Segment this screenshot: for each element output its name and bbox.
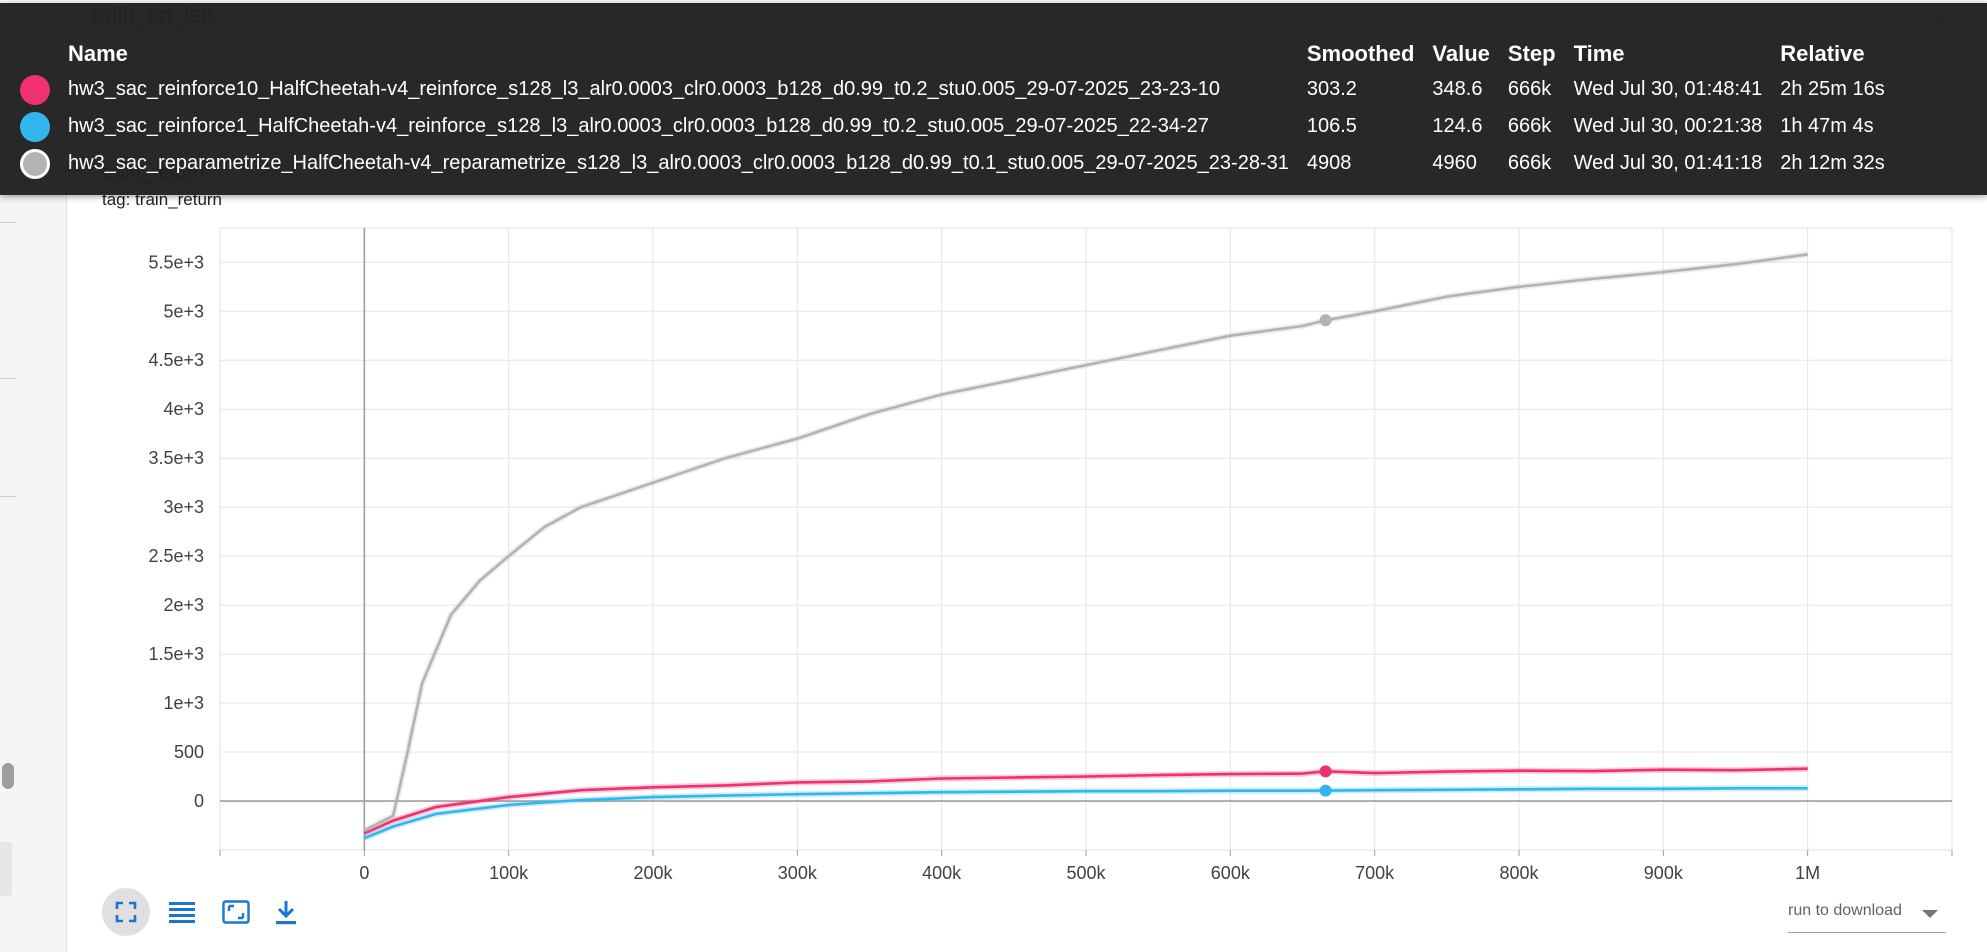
column-header-value: Value xyxy=(1432,41,1490,66)
time-value: Wed Jul 30, 00:21:38 xyxy=(1573,115,1763,137)
series-color-dot xyxy=(20,148,50,179)
raw-value: 4960 xyxy=(1432,152,1477,174)
x-tick-label: 100k xyxy=(489,863,529,883)
step-value: 666k xyxy=(1507,152,1552,174)
y-tick-label: 0 xyxy=(194,791,204,811)
run-name: hw3_sac_reinforce1_HalfCheetah-v4_reinfo… xyxy=(68,115,1209,137)
y-tick-label: 3.5e+3 xyxy=(148,448,204,468)
hover-point-0 xyxy=(1319,765,1332,778)
time-value: Wed Jul 30, 01:48:41 xyxy=(1573,78,1763,100)
hover-point-1 xyxy=(1319,784,1332,797)
fullscreen-icon xyxy=(115,901,137,923)
tooltip-row: hw3_sac_reinforce1_HalfCheetah-v4_reinfo… xyxy=(12,108,1895,145)
rail-tab[interactable] xyxy=(0,842,12,896)
x-tick-label: 800k xyxy=(1499,863,1539,883)
series-line-0 xyxy=(363,767,1808,835)
toggle-log-scale-button[interactable] xyxy=(156,888,204,936)
column-header-smoothed: Smoothed xyxy=(1306,41,1415,66)
rail-scrollbar-thumb[interactable] xyxy=(2,763,14,789)
fit-domain-button[interactable] xyxy=(210,888,258,936)
y-tick-label: 3e+3 xyxy=(163,497,204,517)
rail-divider xyxy=(0,222,16,223)
y-tick-label: 2.5e+3 xyxy=(148,546,204,566)
tooltip-swatch-cell xyxy=(12,108,60,145)
dropdown-arrow-icon xyxy=(1922,910,1938,918)
smoothed-value: 4908 xyxy=(1306,152,1352,174)
run-to-download-label: run to download xyxy=(1788,902,1902,919)
step-value: 666k xyxy=(1507,115,1552,137)
tooltip-table: Name Smoothed Value Step Time Relative h… xyxy=(12,37,1895,182)
rail-divider xyxy=(0,496,16,497)
series-line-2 xyxy=(363,253,1808,832)
x-tick-label: 500k xyxy=(1066,863,1106,883)
smoothed-value: 106.5 xyxy=(1306,115,1357,137)
relative-value: 1h 47m 4s xyxy=(1780,115,1874,137)
series-color-dot xyxy=(20,74,50,105)
x-tick-label: 300k xyxy=(778,863,818,883)
y-tick-label: 5e+3 xyxy=(163,301,204,321)
run-name: hw3_sac_reinforce10_HalfCheetah-v4_reinf… xyxy=(68,78,1220,100)
tooltip-row: hw3_sac_reinforce10_HalfCheetah-v4_reinf… xyxy=(12,71,1895,108)
relative-value: 2h 25m 16s xyxy=(1780,78,1885,100)
tooltip-row: hw3_sac_reparametrize_HalfCheetah-v4_rep… xyxy=(12,145,1895,182)
download-icon xyxy=(276,901,296,925)
x-tick-label: 900k xyxy=(1644,863,1684,883)
series-color-dot xyxy=(20,111,50,142)
relative-value: 2h 12m 32s xyxy=(1780,152,1885,174)
smoothed-value: 303.2 xyxy=(1306,78,1357,100)
x-tick-label: 400k xyxy=(922,863,962,883)
tooltip-swatch-cell xyxy=(12,145,60,182)
x-tick-label: 600k xyxy=(1211,863,1251,883)
hover-point-2 xyxy=(1319,314,1332,327)
column-header-name: Name xyxy=(68,41,128,66)
x-tick-label: 0 xyxy=(359,863,369,883)
raw-value: 124.6 xyxy=(1432,115,1483,137)
hover-tooltip: Name Smoothed Value Step Time Relative h… xyxy=(0,3,1987,195)
column-header-time: Time xyxy=(1573,41,1625,66)
download-data-button[interactable] xyxy=(262,888,310,936)
tooltip-swatch-cell xyxy=(12,71,60,108)
fit-to-data-icon xyxy=(222,900,250,924)
y-tick-label: 1.5e+3 xyxy=(148,644,204,664)
fullscreen-button[interactable] xyxy=(102,888,150,936)
column-header-step: Step xyxy=(1507,41,1556,66)
x-tick-label: 1M xyxy=(1795,863,1820,883)
tooltip-header-row: Name Smoothed Value Step Time Relative xyxy=(12,37,1895,71)
run-to-download-select[interactable]: run to download xyxy=(1788,898,1946,933)
tooltip-swatch-header xyxy=(12,37,60,71)
run-name: hw3_sac_reparametrize_HalfCheetah-v4_rep… xyxy=(68,152,1289,174)
y-tick-label: 1e+3 xyxy=(163,693,204,713)
x-tick-label: 700k xyxy=(1355,863,1395,883)
step-value: 666k xyxy=(1507,78,1552,100)
lines-icon xyxy=(169,902,195,923)
time-value: Wed Jul 30, 01:41:18 xyxy=(1573,152,1763,174)
y-tick-label: 4.5e+3 xyxy=(148,350,204,370)
column-header-relative: Relative xyxy=(1780,41,1865,66)
rail-divider xyxy=(0,378,16,379)
y-tick-label: 4e+3 xyxy=(163,399,204,419)
y-tick-label: 2e+3 xyxy=(163,595,204,615)
raw-value: 348.6 xyxy=(1432,78,1483,100)
series-line-1 xyxy=(363,786,1808,840)
y-tick-label: 5.5e+3 xyxy=(148,252,204,272)
y-tick-label: 500 xyxy=(174,742,204,762)
x-tick-label: 200k xyxy=(633,863,673,883)
